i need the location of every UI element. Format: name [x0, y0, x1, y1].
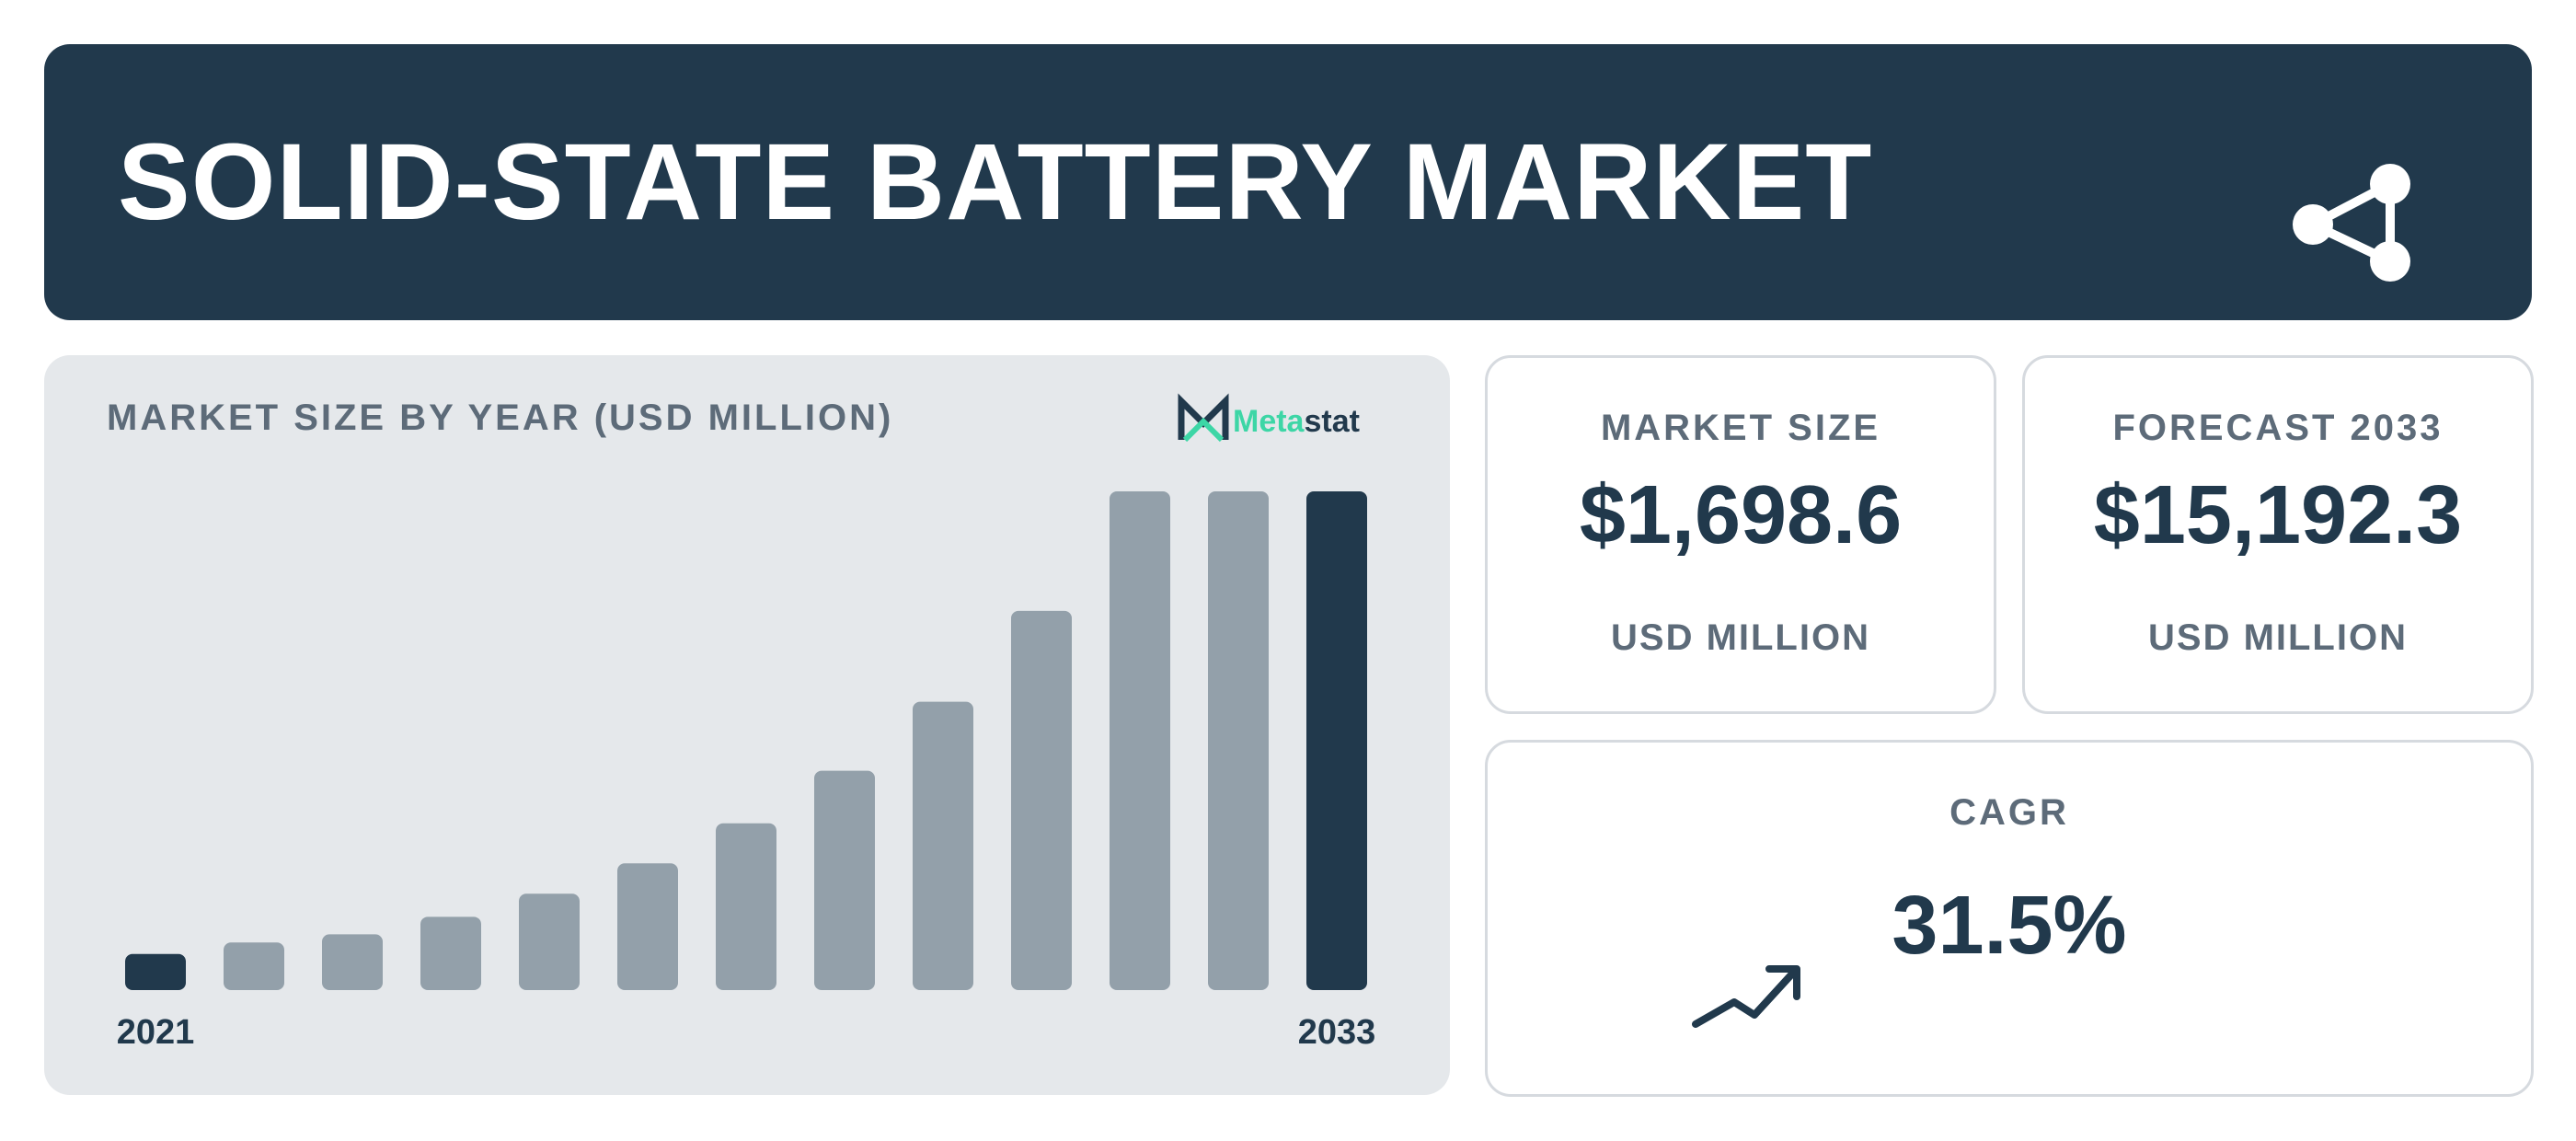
- bar-chart: 2021 2033: [117, 491, 1376, 1052]
- trending-up-icon: [1692, 965, 1800, 1028]
- cagr-card: CAGR 31.5%: [1485, 740, 2534, 1097]
- logo-text-meta: Meta: [1233, 404, 1305, 439]
- forecast-card: FORECAST 2033 $15,192.3 USD MILLION: [2022, 355, 2534, 714]
- bar-2026: [617, 863, 678, 990]
- svg-text:Metastat: Metastat: [1233, 404, 1360, 439]
- bar-2032: [1208, 491, 1269, 990]
- forecast-label: FORECAST 2033: [2112, 408, 2444, 448]
- bar-2031: [1110, 491, 1170, 990]
- bar-2029: [913, 701, 973, 990]
- header-banner: SOLID-STATE BATTERY MARKET: [44, 44, 2532, 320]
- bar-2025: [519, 893, 580, 990]
- bar-2022: [224, 942, 284, 990]
- forecast-value: $15,192.3: [2093, 469, 2463, 561]
- logo-text-stat: stat: [1304, 404, 1359, 439]
- bar-2033: [1306, 491, 1367, 990]
- x-tick-label-2021: 2021: [117, 1013, 195, 1052]
- bar-2023: [322, 934, 383, 990]
- market-size-chart-card: 2021 2033 MARKET SIZE BY YEAR (USD MILLIO…: [44, 355, 1450, 1095]
- cagr-label: CAGR: [1949, 792, 2069, 833]
- page-title: SOLID-STATE BATTERY MARKET: [118, 121, 1873, 243]
- share-icon[interactable]: [2271, 120, 2436, 285]
- cagr-value: 31.5%: [1892, 880, 2127, 972]
- bar-2027: [716, 823, 776, 990]
- market-size-card: MARKET SIZE $1,698.6 USD MILLION: [1485, 355, 1996, 714]
- market-size-value: $1,698.6: [1579, 469, 1903, 561]
- bar-2028: [814, 770, 875, 990]
- bar-2030: [1011, 610, 1072, 990]
- forecast-unit: USD MILLION: [2148, 617, 2408, 658]
- bar-2021: [125, 953, 186, 990]
- x-tick-label-2033: 2033: [1298, 1013, 1376, 1052]
- bar-2024: [420, 916, 481, 990]
- market-size-unit: USD MILLION: [1611, 617, 1870, 658]
- chart-title: MARKET SIZE BY YEAR (USD MILLION): [107, 398, 894, 438]
- metastat-logo: Metastat: [1178, 393, 1360, 443]
- market-size-label: MARKET SIZE: [1600, 408, 1881, 448]
